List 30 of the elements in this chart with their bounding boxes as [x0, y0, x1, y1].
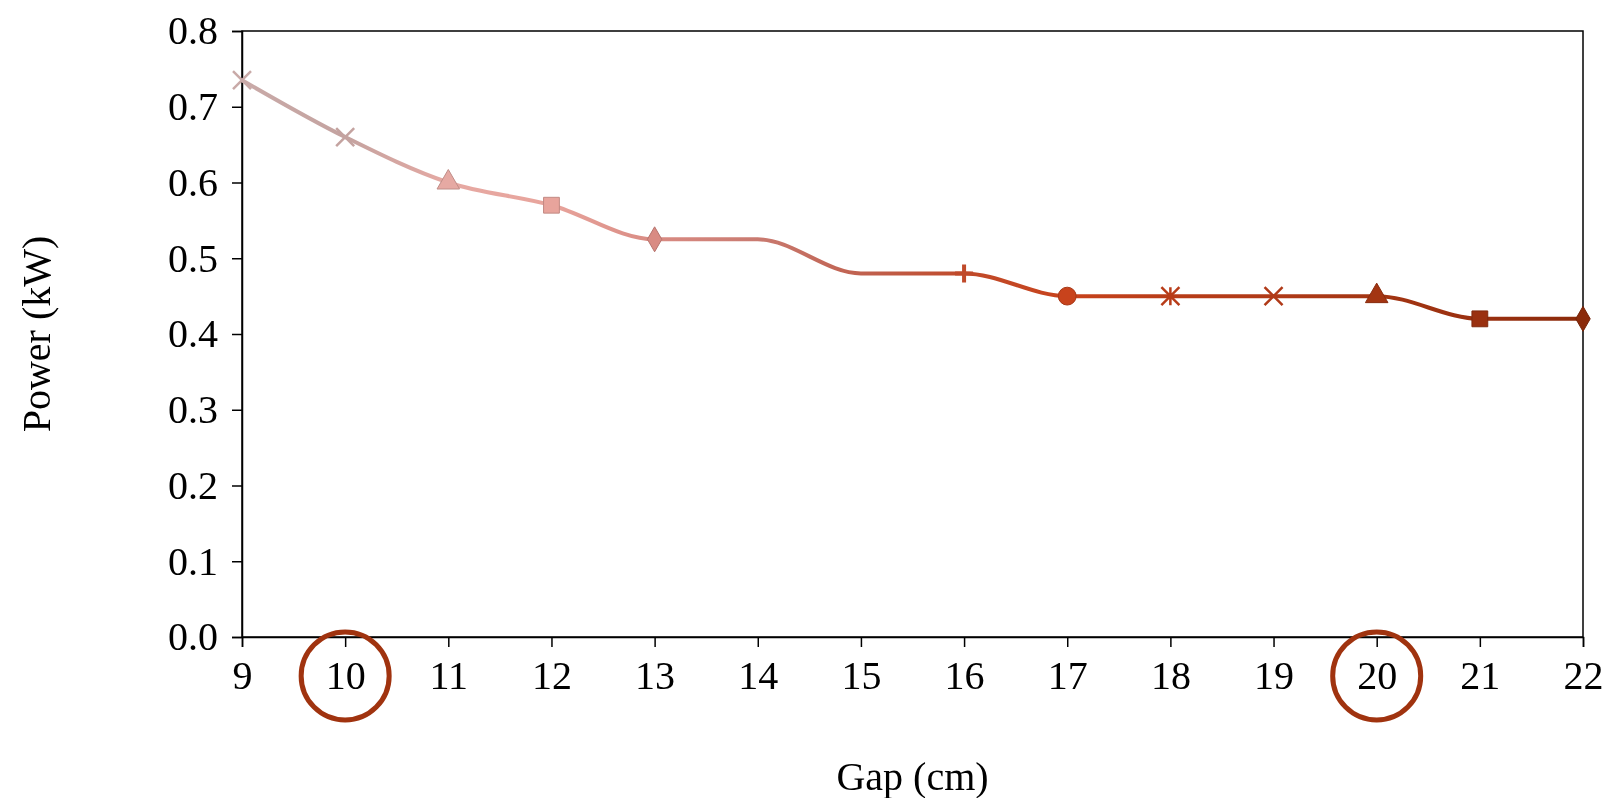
point — [1160, 285, 1181, 307]
y-tick-label: 0.3 — [168, 387, 218, 433]
y-tick-label: 0.4 — [168, 311, 218, 357]
x-tick-label: 11 — [429, 653, 469, 699]
x-tick-label: 17 — [1047, 653, 1088, 699]
point — [1057, 286, 1077, 306]
x-tick-label: 18 — [1150, 653, 1191, 699]
y-tick-label: 0.7 — [168, 84, 218, 130]
x-tick-label: 12 — [531, 653, 572, 699]
x-tick-label: 21 — [1460, 653, 1501, 699]
x-tick-label: 20 — [1357, 653, 1398, 699]
y-tick-label: 0.5 — [168, 235, 218, 281]
x-tick-label: 15 — [841, 653, 882, 699]
x-tick-label: 19 — [1254, 653, 1295, 699]
x-tick-label: 16 — [944, 653, 985, 699]
x-tick-label: 13 — [635, 653, 676, 699]
y-tick-label: 0.6 — [168, 159, 218, 205]
y-tick-label: 0.1 — [168, 538, 218, 584]
x-tick-label: 9 — [232, 653, 253, 699]
y-tick-label: 0.0 — [168, 614, 218, 660]
x-tick-label: 14 — [738, 653, 779, 699]
y-axis-title: Power (kW) — [14, 235, 59, 433]
point — [334, 126, 356, 148]
x-tick-label: 22 — [1563, 653, 1604, 699]
y-tick-label: 0.8 — [168, 8, 218, 54]
x-tick-label: 10 — [325, 653, 366, 699]
y-tick-label: 0.2 — [168, 462, 218, 508]
point — [1263, 285, 1284, 307]
point — [231, 69, 253, 91]
x-axis-title: Gap (cm) — [836, 754, 989, 798]
